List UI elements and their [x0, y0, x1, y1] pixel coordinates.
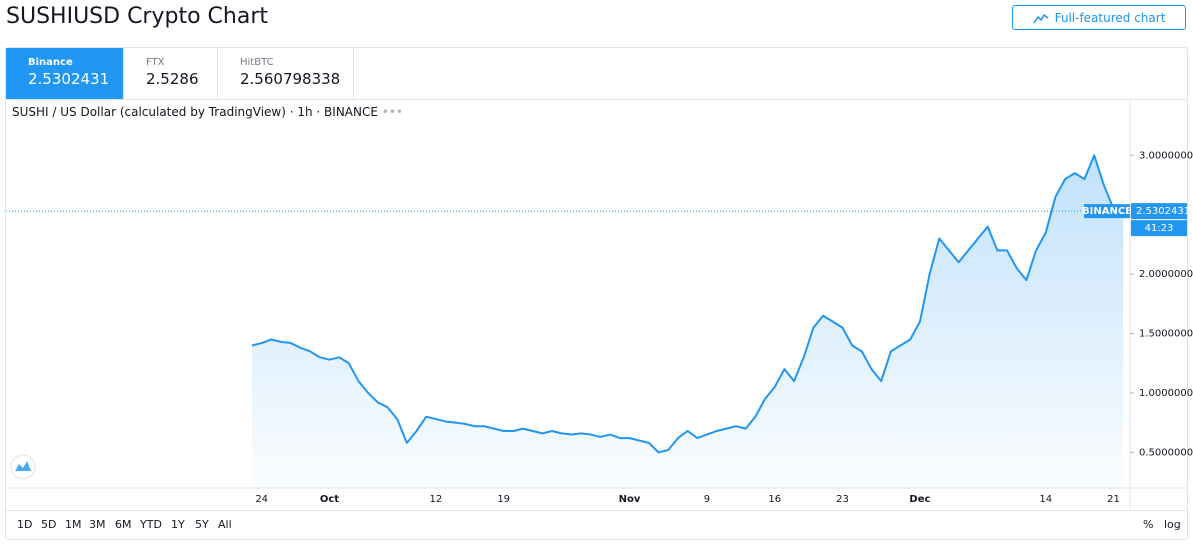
- tab-name: HitBTC: [240, 57, 274, 68]
- price-label: 2.5302431: [1136, 206, 1190, 217]
- scale-button[interactable]: log: [1164, 518, 1181, 531]
- chart-icon: [1032, 13, 1049, 23]
- price-label-bg: [1131, 203, 1187, 220]
- exchange-tab[interactable]: HitBTC 2.560798338: [218, 48, 354, 99]
- range-button[interactable]: All: [218, 518, 232, 531]
- widget-card: [5, 47, 1188, 540]
- x-tick-label: 12: [430, 494, 443, 505]
- price-line: [251, 154, 1124, 454]
- x-tick-label: 16: [768, 494, 781, 505]
- exchange-tab[interactable]: Binance 2.5302431: [6, 48, 124, 99]
- full-chart-button[interactable]: Full-featured chart: [1012, 5, 1186, 30]
- y-tick-label: 3.0000000: [1139, 150, 1193, 161]
- tab-price: 2.5302431: [28, 70, 110, 88]
- x-tick-label: Dec: [909, 494, 930, 505]
- x-tick-label: 19: [497, 494, 510, 505]
- x-tick-label: 9: [704, 494, 710, 505]
- tab-price: 2.560798338: [240, 70, 341, 88]
- range-button[interactable]: YTD: [140, 518, 162, 531]
- x-tick-label: 21: [1107, 494, 1120, 505]
- button-label: Full-featured chart: [1054, 10, 1166, 25]
- range-button[interactable]: 1M: [65, 518, 82, 531]
- range-button[interactable]: 6M: [115, 518, 132, 531]
- y-tick-label: 2.0000000: [1139, 269, 1193, 280]
- range-button[interactable]: 5D: [41, 518, 57, 531]
- y-tick-label: 1.0000000: [1139, 388, 1193, 399]
- x-tick-label: Nov: [619, 494, 641, 505]
- exchange-tab[interactable]: FTX 2.5286: [124, 48, 218, 99]
- countdown-bg: [1131, 220, 1187, 237]
- area-fill: [252, 155, 1124, 489]
- exchange-tag-bg: [1084, 204, 1130, 219]
- legend-text: SUSHI / US Dollar (calculated by Trading…: [12, 105, 378, 119]
- divider: [6, 99, 1187, 100]
- x-tick-label: Oct: [320, 494, 339, 505]
- tab-price: 2.5286: [146, 70, 199, 88]
- logo[interactable]: [10, 454, 36, 480]
- range-button[interactable]: 5Y: [195, 518, 209, 531]
- range-button[interactable]: 1Y: [171, 518, 185, 531]
- chart: 0.5000000 1.0000000 1.5000000 2.0000000 3.00…: [6, 100, 1193, 509]
- logo-icon: [15, 461, 31, 471]
- range-button[interactable]: 1D: [17, 518, 33, 531]
- x-tick-label: 23: [836, 494, 849, 505]
- scale-button[interactable]: %: [1143, 518, 1154, 531]
- exchange-tag: BINANCE: [1082, 206, 1132, 217]
- chart-legend: SUSHI / US Dollar (calculated by Trading…: [12, 105, 403, 119]
- y-tick-label: 1.5000000: [1139, 329, 1193, 340]
- toolbar-divider: [6, 510, 1187, 511]
- y-tick-label: 0.5000000: [1139, 447, 1193, 458]
- countdown: 41:23: [1145, 223, 1174, 234]
- x-tick-label: 24: [255, 494, 268, 505]
- tab-name: FTX: [146, 57, 165, 68]
- page-title: SUSHIUSD Crypto Chart: [6, 4, 268, 29]
- range-button[interactable]: 3M: [89, 518, 106, 531]
- x-tick-label: 14: [1039, 494, 1052, 505]
- tab-name: Binance: [28, 57, 73, 68]
